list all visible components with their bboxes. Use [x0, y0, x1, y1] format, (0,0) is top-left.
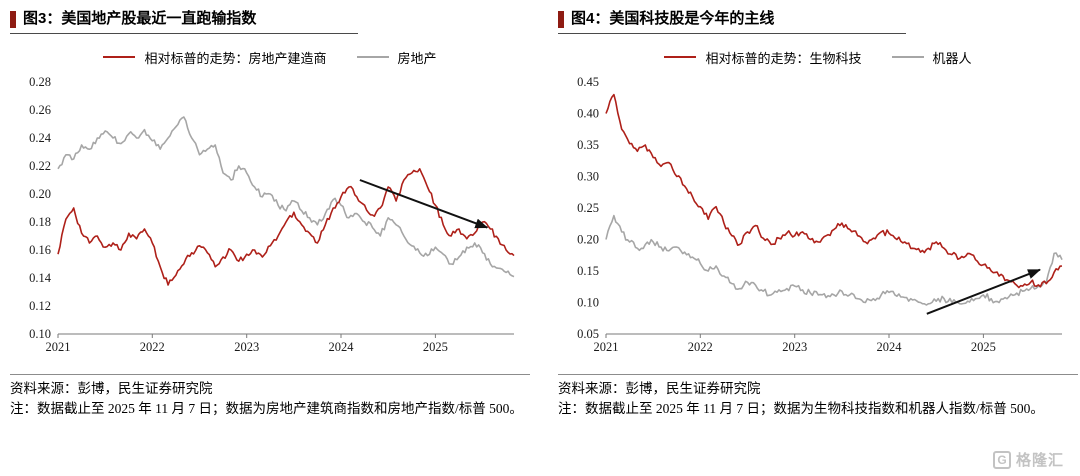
gelonghui-logo-text: 格隆汇	[1015, 452, 1064, 469]
svg-text:0.26: 0.26	[29, 103, 51, 117]
svg-text:0.10: 0.10	[577, 296, 599, 310]
legend-item-realestate: 房地产	[356, 48, 437, 67]
figure-4-note: 注：数据截止至 2025 年 11 月 7 日；数据为生物科技指数和机器人指数/…	[558, 401, 1044, 417]
figure-3-line-chart: 0.28 0.26 0.24 0.22 0.20 0.18 0.16 0.14 0.12 0.10…	[29, 75, 515, 354]
svg-text:0.05: 0.05	[577, 327, 599, 341]
svg-text:0.24: 0.24	[29, 131, 52, 145]
figure-3-panel: 图3：美国地产股最近一直跑输指数 相对标普的走势：房地产建造商 房地产 0.28…	[10, 10, 530, 476]
legend-item-homebuilders: 相对标普的走势：房地产建造商	[103, 48, 327, 67]
legend-line-gray-icon	[356, 55, 389, 59]
svg-text:2022: 2022	[140, 340, 165, 354]
figure-3-header: 图3：美国地产股最近一直跑输指数	[10, 10, 359, 34]
svg-text:2021: 2021	[46, 340, 71, 354]
svg-text:0.10: 0.10	[29, 327, 51, 341]
legend-label-biotech: 相对标普的走势：生物科技	[705, 50, 862, 66]
svg-text:2022: 2022	[688, 340, 713, 354]
figure-3-source: 资料来源：彭博，民生证券研究院	[10, 381, 213, 396]
figure-3-legend: 相对标普的走势：房地产建造商 房地产	[10, 48, 530, 66]
gelonghui-logo-icon: G	[992, 450, 1011, 469]
svg-text:0.20: 0.20	[29, 187, 51, 201]
svg-text:0.14: 0.14	[29, 271, 52, 285]
svg-text:0.28: 0.28	[29, 75, 51, 89]
figure-3-title: 图3：美国地产股最近一直跑输指数	[23, 10, 257, 27]
svg-text:0.30: 0.30	[577, 170, 599, 184]
legend-line-red-icon	[664, 55, 697, 59]
svg-text:2025: 2025	[971, 340, 996, 354]
figure-4-source: 资料来源：彭博，民生证券研究院	[558, 381, 761, 396]
svg-text:2024: 2024	[329, 340, 355, 354]
legend-label-homebuilders: 相对标普的走势：房地产建造商	[144, 50, 327, 66]
title-accent-bar	[558, 10, 564, 28]
figure-4-title: 图4：美国科技股是今年的主线	[571, 10, 775, 27]
svg-text:2023: 2023	[782, 340, 807, 354]
svg-text:0.12: 0.12	[29, 299, 51, 313]
svg-text:2025: 2025	[423, 340, 448, 354]
gelonghui-watermark: G 格隆汇	[992, 449, 1064, 470]
svg-text:0.25: 0.25	[577, 201, 599, 215]
title-accent-bar	[10, 10, 16, 28]
svg-text:0.16: 0.16	[29, 243, 51, 257]
figure-4-panel: 图4：美国科技股是今年的主线 相对标普的走势：生物科技 机器人 0.45 0.40…	[558, 10, 1078, 476]
legend-line-gray-icon	[891, 55, 924, 59]
figure-4-line-chart: 0.45 0.40 0.35 0.30 0.25 0.20 0.15 0.10 0.052021…	[577, 75, 1063, 354]
svg-text:0.15: 0.15	[577, 264, 599, 278]
legend-label-realestate: 房地产	[397, 50, 437, 66]
figure-4-footer-divider	[558, 374, 1078, 375]
figure-3-note: 注：数据截止至 2025 年 11 月 7 日；数据为房地产建筑商指数和房地产指…	[10, 401, 523, 417]
svg-text:2023: 2023	[234, 340, 259, 354]
svg-text:2021: 2021	[594, 340, 619, 354]
svg-text:0.20: 0.20	[577, 233, 599, 247]
legend-item-biotech: 相对标普的走势：生物科技	[664, 48, 862, 67]
legend-line-red-icon	[103, 55, 136, 59]
svg-text:2024: 2024	[877, 340, 903, 354]
svg-text:0.45: 0.45	[577, 75, 599, 89]
svg-text:0.18: 0.18	[29, 215, 51, 229]
figure-3-footer-divider	[10, 374, 530, 375]
svg-text:0.22: 0.22	[29, 159, 51, 173]
svg-text:0.40: 0.40	[577, 107, 599, 121]
figure-4-legend: 相对标普的走势：生物科技 机器人	[558, 48, 1078, 66]
legend-item-robotics: 机器人	[891, 48, 972, 67]
svg-text:0.35: 0.35	[577, 138, 599, 152]
figure-4-header: 图4：美国科技股是今年的主线	[558, 10, 907, 34]
legend-label-robotics: 机器人	[932, 50, 972, 66]
